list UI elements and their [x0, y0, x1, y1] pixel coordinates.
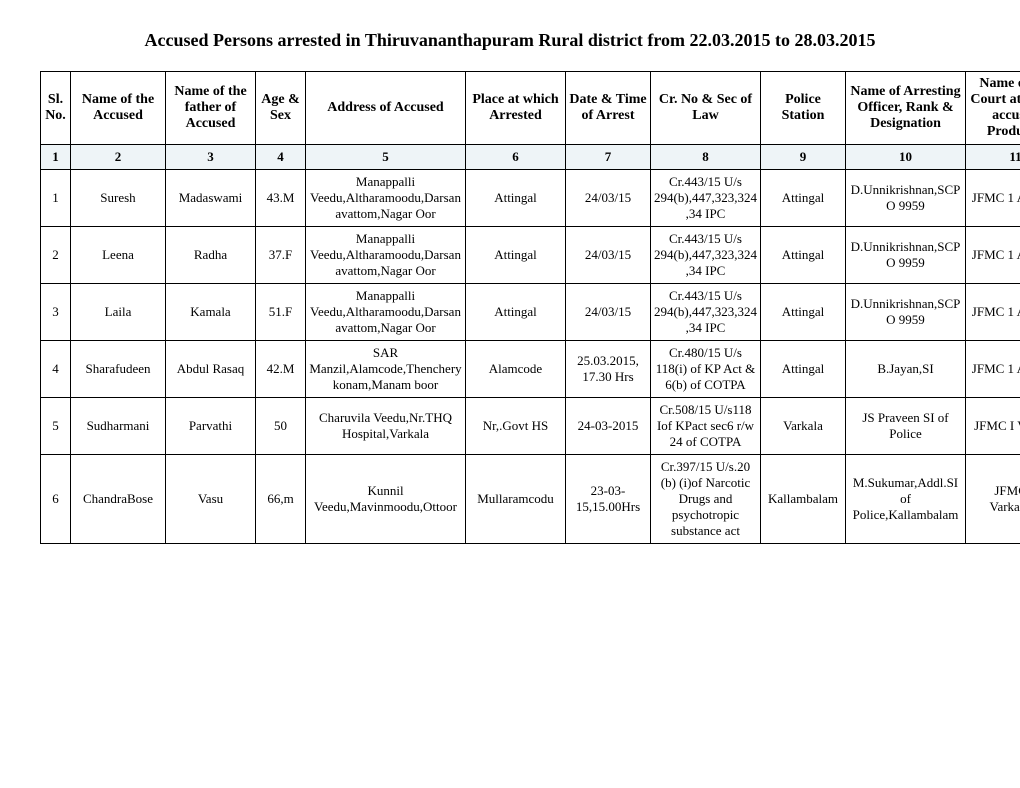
header-accused: Name of the Accused [71, 72, 166, 145]
cell: Attingal [466, 170, 566, 227]
header-father: Name of the father of Accused [166, 72, 256, 145]
cell: JFMC 1 Attingal [966, 170, 1020, 227]
header-address: Address of Accused [306, 72, 466, 145]
cell: Cr.443/15 U/s 294(b),447,323,324,34 IPC [651, 170, 761, 227]
cell: 23-03-15,15.00Hrs [566, 455, 651, 544]
header-station: Police Station [761, 72, 846, 145]
cell: Madaswami [166, 170, 256, 227]
cell: JFMC 1 Attingal [966, 284, 1020, 341]
cell: 24/03/15 [566, 284, 651, 341]
cell: 50 [256, 398, 306, 455]
cell: Leena [71, 227, 166, 284]
cell: Nr,.Govt HS [466, 398, 566, 455]
cell: 6 [41, 455, 71, 544]
colnum: 2 [71, 145, 166, 170]
cell: Parvathi [166, 398, 256, 455]
cell: JFMC 1 Attingal [966, 341, 1020, 398]
cell: Manappalli Veedu,Altharamoodu,Darsanavat… [306, 170, 466, 227]
cell: 2 [41, 227, 71, 284]
cell: B.Jayan,SI [846, 341, 966, 398]
cell: Alamcode [466, 341, 566, 398]
table-row: 2LeenaRadha37.FManappalli Veedu,Altharam… [41, 227, 1020, 284]
table-row: 1SureshMadaswami43.MManappalli Veedu,Alt… [41, 170, 1020, 227]
cell: Attingal [761, 227, 846, 284]
colnum: 5 [306, 145, 466, 170]
colnum: 1 [41, 145, 71, 170]
cell: Sudharmani [71, 398, 166, 455]
cell: 43.M [256, 170, 306, 227]
cell: 24-03-2015 [566, 398, 651, 455]
cell: 5 [41, 398, 71, 455]
cell: Abdul Rasaq [166, 341, 256, 398]
cell: Attingal [761, 170, 846, 227]
cell: D.Unnikrishnan,SCPO 9959 [846, 284, 966, 341]
cell: 3 [41, 284, 71, 341]
cell: 4 [41, 341, 71, 398]
cell: JFMC 1 Varkakala [966, 455, 1020, 544]
cell: Cr.508/15 U/s118 Iof KPact sec6 r/w 24 o… [651, 398, 761, 455]
cell: Suresh [71, 170, 166, 227]
cell: Laila [71, 284, 166, 341]
cell: 37.F [256, 227, 306, 284]
table-row: 3LailaKamala51.FManappalli Veedu,Althara… [41, 284, 1020, 341]
cell: Kallambalam [761, 455, 846, 544]
cell: JFMC 1 Attingal [966, 227, 1020, 284]
colnum: 10 [846, 145, 966, 170]
cell: Charuvila Veedu,Nr.THQ Hospital,Varkala [306, 398, 466, 455]
cell: Manappalli Veedu,Altharamoodu,Darsanavat… [306, 227, 466, 284]
colnum: 7 [566, 145, 651, 170]
cell: D.Unnikrishnan,SCPO 9959 [846, 227, 966, 284]
cell: M.Sukumar,Addl.SI of Police,Kallambalam [846, 455, 966, 544]
header-court: Name of the Court at which accused Produ… [966, 72, 1020, 145]
table-row: 4SharafudeenAbdul Rasaq42.MSAR Manzil,Al… [41, 341, 1020, 398]
cell: Varkala [761, 398, 846, 455]
colnum: 6 [466, 145, 566, 170]
table-body: 1 2 3 4 5 6 7 8 9 10 11 1SureshMadaswami… [41, 145, 1020, 544]
cell: 25.03.2015, 17.30 Hrs [566, 341, 651, 398]
header-agesex: Age & Sex [256, 72, 306, 145]
cell: 24/03/15 [566, 170, 651, 227]
cell: Cr.443/15 U/s 294(b),447,323,324,34 IPC [651, 227, 761, 284]
cell: Mullaramcodu [466, 455, 566, 544]
table-header: Sl. No. Name of the Accused Name of the … [41, 72, 1020, 145]
colnum: 9 [761, 145, 846, 170]
colnum: 4 [256, 145, 306, 170]
page-title: Accused Persons arrested in Thiruvananth… [40, 30, 980, 51]
header-slno: Sl. No. [41, 72, 71, 145]
cell: Kamala [166, 284, 256, 341]
colnum: 8 [651, 145, 761, 170]
cell: Kunnil Veedu,Mavinmoodu,Ottoor [306, 455, 466, 544]
cell: Attingal [466, 284, 566, 341]
arrest-table: Sl. No. Name of the Accused Name of the … [40, 71, 1020, 544]
cell: JS Praveen SI of Police [846, 398, 966, 455]
header-place: Place at which Arrested [466, 72, 566, 145]
cell: Manappalli Veedu,Altharamoodu,Darsanavat… [306, 284, 466, 341]
cell: D.Unnikrishnan,SCPO 9959 [846, 170, 966, 227]
cell: 42.M [256, 341, 306, 398]
cell: 66,m [256, 455, 306, 544]
cell: Cr.443/15 U/s 294(b),447,323,324,34 IPC [651, 284, 761, 341]
header-crno: Cr. No & Sec of Law [651, 72, 761, 145]
cell: Radha [166, 227, 256, 284]
cell: Cr.480/15 U/s 118(i) of KP Act & 6(b) of… [651, 341, 761, 398]
cell: SAR Manzil,Alamcode,Thencherykonam,Manam… [306, 341, 466, 398]
cell: Vasu [166, 455, 256, 544]
colnum: 11 [966, 145, 1020, 170]
header-officer: Name of Arresting Officer, Rank & Design… [846, 72, 966, 145]
cell: JFMC I Varkala [966, 398, 1020, 455]
table-row: 6ChandraBoseVasu66,mKunnil Veedu,Mavinmo… [41, 455, 1020, 544]
cell: 1 [41, 170, 71, 227]
table-row: 5SudharmaniParvathi50Charuvila Veedu,Nr.… [41, 398, 1020, 455]
cell: Cr.397/15 U/s.20 (b) (i)of Narcotic Drug… [651, 455, 761, 544]
cell: 51.F [256, 284, 306, 341]
cell: Attingal [466, 227, 566, 284]
cell: ChandraBose [71, 455, 166, 544]
cell: Sharafudeen [71, 341, 166, 398]
header-date: Date & Time of Arrest [566, 72, 651, 145]
cell: Attingal [761, 341, 846, 398]
column-number-row: 1 2 3 4 5 6 7 8 9 10 11 [41, 145, 1020, 170]
colnum: 3 [166, 145, 256, 170]
cell: Attingal [761, 284, 846, 341]
cell: 24/03/15 [566, 227, 651, 284]
